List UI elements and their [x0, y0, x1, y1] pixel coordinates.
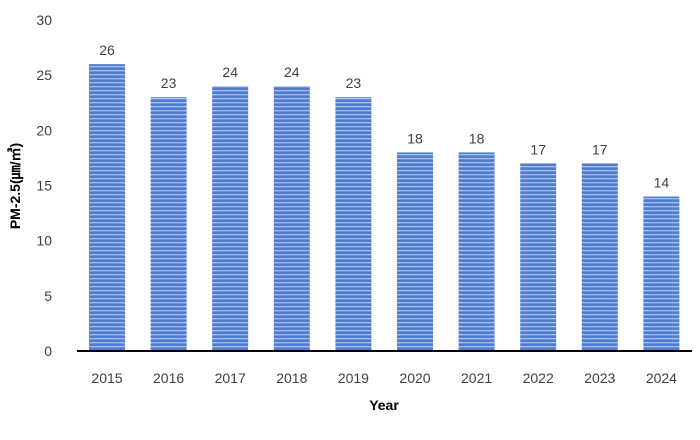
x-tick-label: 2016: [153, 370, 184, 386]
bar-2016: [150, 97, 187, 351]
x-tick-label: 2024: [646, 370, 677, 386]
x-axis-label: Year: [369, 397, 399, 413]
x-tick-label: 2023: [584, 370, 615, 386]
data-label-2024: 14: [654, 175, 670, 191]
x-tick-label: 2020: [399, 370, 430, 386]
x-tick-label: 2017: [215, 370, 246, 386]
data-label-2021: 18: [469, 130, 485, 146]
y-tick-label: 30: [36, 12, 52, 28]
bar-2018: [273, 86, 310, 351]
data-label-2018: 24: [284, 64, 300, 80]
data-label-2015: 26: [99, 42, 115, 58]
data-label-2020: 18: [407, 130, 423, 146]
bar-2023: [581, 163, 618, 351]
data-label-2023: 17: [592, 141, 608, 157]
y-tick-label: 5: [44, 288, 52, 304]
x-tick-label: 2021: [461, 370, 492, 386]
bar-2019: [335, 97, 372, 351]
bar-2015: [89, 64, 125, 351]
y-tick-label: 25: [36, 67, 52, 83]
bar-2017: [212, 86, 249, 351]
y-tick-label: 15: [36, 178, 52, 194]
y-tick-label: 10: [36, 233, 52, 249]
x-tick-label: 2015: [91, 370, 122, 386]
data-label-2019: 23: [346, 75, 362, 91]
data-label-2022: 17: [530, 141, 546, 157]
data-label-2016: 23: [161, 75, 177, 91]
x-tick-label: 2019: [338, 370, 369, 386]
bar-2024: [643, 196, 680, 351]
x-tick-label: 2022: [523, 370, 554, 386]
y-tick-label: 20: [36, 122, 52, 138]
y-axis-label: PM-2.5(㎛/㎥): [7, 143, 25, 229]
y-tick-label: 0: [44, 343, 52, 359]
data-label-2017: 24: [222, 64, 238, 80]
bar-2020: [397, 152, 433, 351]
bar-2021: [458, 152, 495, 351]
bar-2022: [520, 163, 557, 351]
x-tick-label: 2018: [276, 370, 307, 386]
